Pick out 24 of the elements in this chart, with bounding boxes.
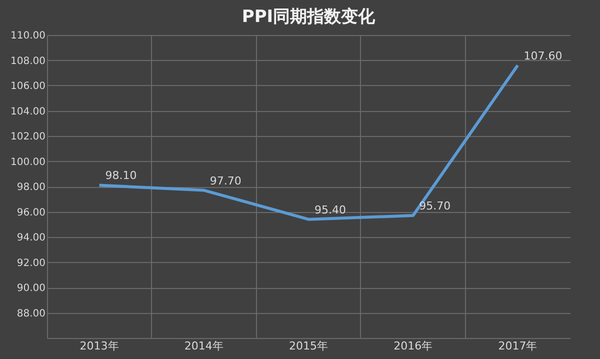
- data-label: 107.60: [524, 49, 562, 62]
- data-label: 95.40: [314, 203, 346, 216]
- x-tick-label: 2017年: [498, 340, 538, 352]
- y-tick-label: 96.00: [16, 207, 46, 218]
- x-tick-label: 2014年: [184, 340, 224, 352]
- y-tick-label: 102.00: [10, 132, 46, 142]
- y-tick-label: 92.00: [16, 258, 46, 269]
- y-tick-label: 108.00: [10, 56, 46, 67]
- x-tick-label: 2013年: [80, 340, 119, 352]
- data-label: 97.70: [210, 174, 242, 188]
- y-tick-label: 88.00: [16, 308, 46, 320]
- data-label: 98.10: [105, 169, 137, 182]
- y-tick-label: 94.00: [16, 232, 46, 244]
- y-tick-label: 90.00: [16, 283, 46, 294]
- data-label: 95.70: [419, 200, 451, 213]
- y-tick-label: 106.00: [10, 81, 46, 92]
- y-tick-label: 110.00: [10, 30, 46, 42]
- line-series: [98, 64, 520, 221]
- y-tick-label: 98.00: [16, 182, 46, 193]
- y-tick-label: 100.00: [10, 156, 46, 168]
- x-tick-label: 2015年: [289, 340, 328, 352]
- y-tick-label: 104.00: [10, 106, 46, 118]
- chart-title: PPI同期指数变化: [242, 7, 376, 27]
- x-tick-label: 2016年: [394, 340, 433, 352]
